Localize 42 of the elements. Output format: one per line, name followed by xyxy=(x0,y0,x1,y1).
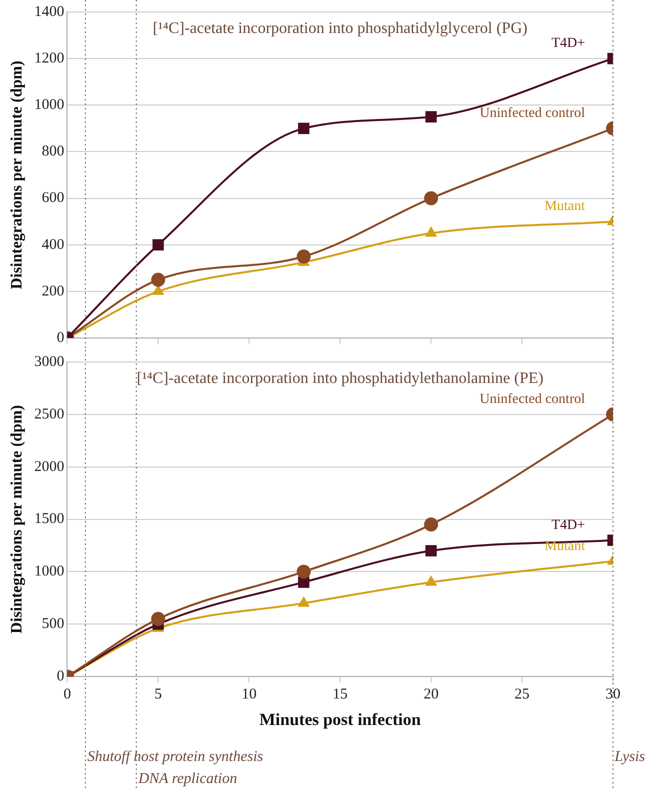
point xyxy=(296,564,311,579)
y-tick-label: 1000 xyxy=(34,564,64,580)
ref-line-label: Shutoff host protein synthesis xyxy=(87,749,264,765)
y-axis-title: Disintegrations per minute (dpm) xyxy=(8,405,26,634)
point xyxy=(424,518,438,532)
x-tick-label: 15 xyxy=(332,686,348,703)
y-axis-title: Disintegrations per minute (dpm) xyxy=(8,60,26,290)
point xyxy=(425,545,437,556)
y-tick-label: 1000 xyxy=(34,97,64,114)
point xyxy=(425,226,438,237)
y-tick-label: 0 xyxy=(56,330,64,346)
y-tick-label: 3000 xyxy=(34,354,64,370)
x-tick-label: 30 xyxy=(606,686,620,703)
series-label: Uninfected control xyxy=(480,106,586,122)
y-tick-label: 200 xyxy=(42,283,64,300)
text: [¹⁴C]-acetate incorporation into phosphatidylethanolamine (PE) xyxy=(136,370,544,388)
y-tick-label: 1200 xyxy=(34,50,64,67)
series-label: Uninfected control xyxy=(480,392,586,408)
y-tick-label: 600 xyxy=(42,190,64,206)
y-tick-label: 2500 xyxy=(34,406,64,422)
point xyxy=(425,575,438,586)
ref-line-label: DNA replication xyxy=(137,771,238,787)
point xyxy=(298,596,310,607)
x-tick-label: 20 xyxy=(424,686,439,703)
point xyxy=(151,612,166,626)
x-tick-label: 25 xyxy=(514,686,530,703)
ref-line-label: Lysis xyxy=(614,749,646,765)
y-tick-label: 0 xyxy=(56,668,64,685)
series-label: T4D+ xyxy=(551,518,586,533)
series-label: Mutant xyxy=(544,538,586,554)
y-tick-label: 1400 xyxy=(34,4,64,20)
series-label: Mutant xyxy=(544,199,586,214)
y-tick-label: 400 xyxy=(42,236,64,253)
y-tick-label: 500 xyxy=(42,616,64,632)
x-axis-title: Minutes post infection xyxy=(259,710,422,730)
x-tick-label: 5 xyxy=(154,686,162,703)
y-tick-label: 2000 xyxy=(34,458,64,475)
y-tick-label: 1500 xyxy=(34,511,64,528)
series-label: T4D+ xyxy=(551,36,586,52)
y-tick-label: 800 xyxy=(42,144,64,160)
x-tick-label: 10 xyxy=(242,686,257,703)
text: [¹⁴C]-acetate incorporation into phosphatidylglycerol (PG) xyxy=(152,20,528,38)
